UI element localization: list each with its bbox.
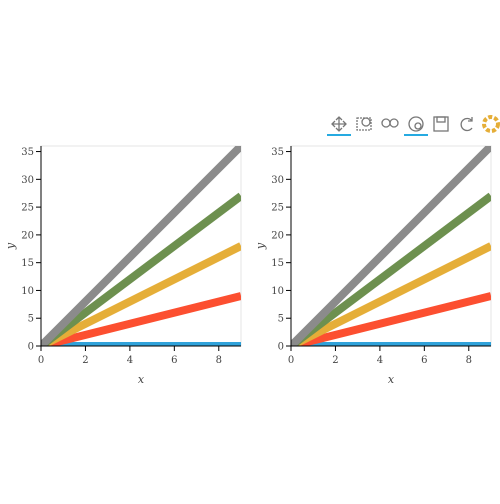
y-tick-label: 0 — [278, 342, 284, 353]
y-tick-label: 35 — [21, 147, 34, 158]
y-tick-label: 20 — [21, 230, 34, 241]
data-line — [291, 292, 491, 346]
x-tick-label: 8 — [466, 355, 472, 366]
data-line — [41, 242, 241, 346]
y-tick-label: 25 — [271, 203, 284, 214]
y-axis-label: y — [254, 242, 267, 250]
data-line — [41, 292, 241, 346]
y-tick-label: 15 — [271, 258, 284, 269]
data-line — [291, 146, 491, 346]
box-zoom-tool[interactable] — [356, 117, 372, 131]
save-tool[interactable] — [433, 116, 449, 132]
x-tick-label: 6 — [421, 355, 427, 366]
x-axis-label: x — [138, 373, 145, 386]
y-tick-label: 20 — [271, 230, 284, 241]
wheel-zoom-tool[interactable] — [381, 118, 399, 128]
data-line — [291, 242, 491, 346]
reset-tool[interactable] — [460, 117, 473, 132]
y-tick-label: 10 — [21, 286, 34, 297]
x-axis-label: x — [388, 373, 395, 386]
bokeh-logo[interactable] — [482, 115, 500, 133]
x-tick-label: 2 — [82, 355, 88, 366]
data-line — [291, 192, 491, 346]
y-tick-label: 5 — [28, 314, 34, 325]
x-tick-label: 0 — [38, 355, 44, 366]
data-line — [41, 146, 241, 346]
y-tick-label: 30 — [271, 175, 284, 186]
plot: 0 5 10 15 20 25 30 35 0 2 4 6 8 x y — [4, 145, 242, 386]
x-tick-label: 6 — [171, 355, 177, 366]
x-tick-label: 8 — [216, 355, 222, 366]
y-tick-label: 15 — [21, 258, 34, 269]
lines — [41, 146, 241, 346]
y-tick-label: 25 — [21, 203, 34, 214]
y-tick-label: 0 — [28, 342, 34, 353]
y-axis-label: y — [4, 242, 17, 250]
x-tick-label: 0 — [288, 355, 294, 366]
tap-tool[interactable] — [404, 116, 428, 136]
pan-tool[interactable] — [327, 116, 351, 136]
y-tick-label: 10 — [271, 286, 284, 297]
plot: 0 5 10 15 20 25 30 35 0 2 4 6 8 x y — [254, 145, 492, 386]
lines — [291, 146, 491, 346]
x-tick-label: 4 — [377, 355, 383, 366]
x-tick-label: 2 — [332, 355, 338, 366]
x-tick-label: 4 — [127, 355, 133, 366]
data-line — [41, 192, 241, 346]
y-tick-label: 30 — [21, 175, 34, 186]
y-tick-label: 5 — [278, 314, 284, 325]
y-tick-label: 35 — [271, 147, 284, 158]
toolbar — [327, 115, 500, 136]
